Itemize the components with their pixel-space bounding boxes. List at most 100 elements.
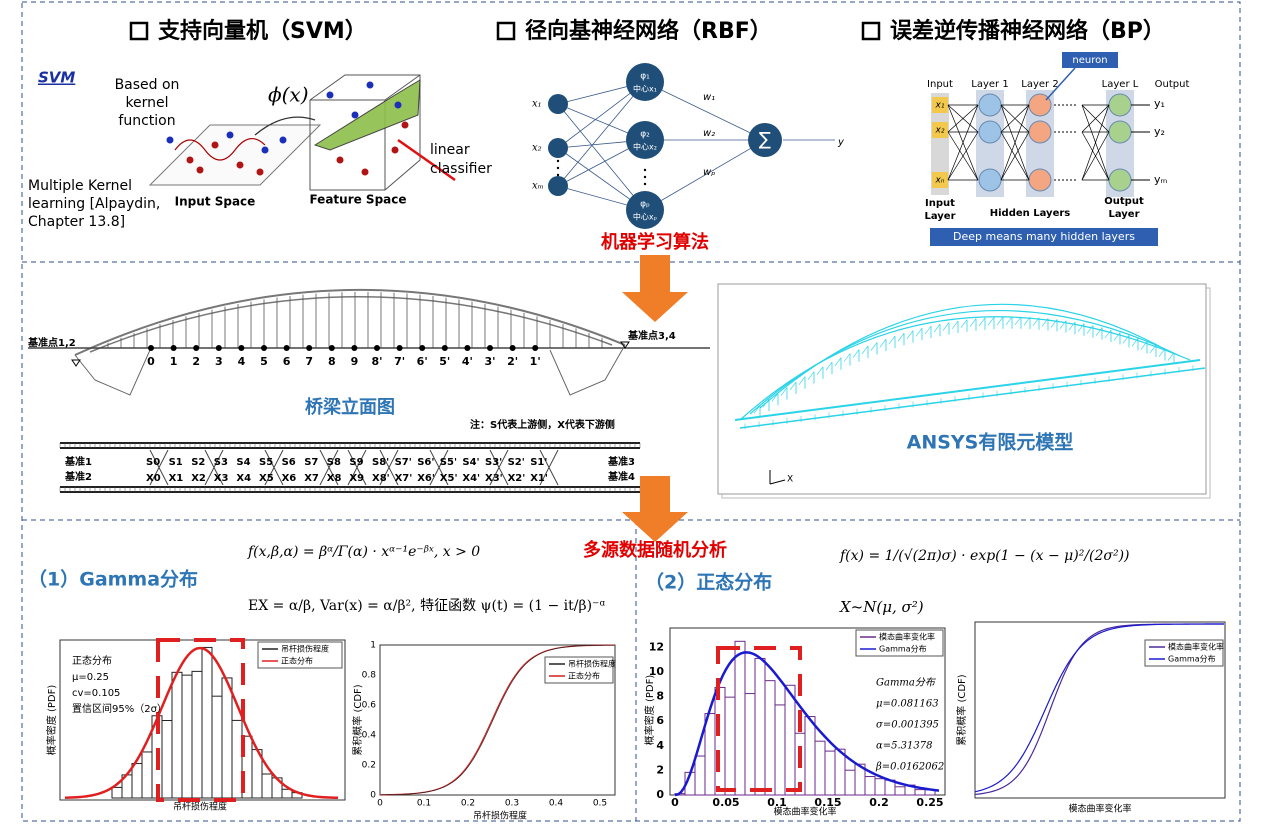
line [888,335,896,345]
line [807,371,815,380]
box [932,172,948,188]
label: f(x) = 1/(√(2π)σ) · exp(1 − (x − μ)²/(2σ… [839,548,1130,564]
line [1059,320,1067,329]
label: Input [927,79,953,90]
line [947,104,979,133]
label: 中心xₚ [633,212,657,222]
label: 累积概率 (CDF) [955,674,968,746]
label: X3' [485,473,503,484]
node [548,138,568,158]
label: X6 [282,473,297,484]
node [326,91,334,99]
node [261,146,269,154]
node [643,175,647,179]
line [780,387,788,396]
line [557,81,646,187]
curve [759,303,1171,409]
line [843,353,851,362]
node [166,136,174,144]
node [626,121,664,159]
label: 0.8 [362,671,377,681]
line [978,317,986,327]
label: 6 [656,714,664,727]
label: Gamma分布 [876,677,937,689]
node [170,345,177,351]
label: S3' [485,457,502,468]
label: Layer 1 [971,79,1008,90]
label: X7 [304,473,319,484]
label: μ=0.081163 [876,699,939,710]
label: S6' [417,457,434,468]
label: 8 [656,690,664,703]
label: 0.05 [712,796,739,809]
line [951,320,959,330]
node [532,345,539,351]
label: β=0.0162062 [875,762,944,773]
label: Layer [924,211,955,222]
curve [974,623,1225,793]
node [643,182,647,186]
label: yₘ [1154,173,1168,186]
checkbox [129,21,149,41]
label: 4 [238,355,246,368]
label: 注：S代表上游侧，X代表下游侧 [470,418,615,431]
label: 0.1 [417,799,431,809]
node [394,101,402,109]
label: linear [430,142,470,158]
label: y [837,137,845,148]
label: S4 [236,457,250,468]
line [870,342,878,351]
line [1081,131,1110,181]
line [204,449,224,486]
node [261,345,267,351]
label: Layer L [1102,79,1139,90]
node [643,168,647,172]
node [978,93,1002,117]
node [1108,93,1132,117]
label: x₁ [532,99,542,110]
node [279,136,287,144]
node [391,146,399,154]
curve [174,138,266,161]
label: x₁ [935,101,945,111]
label: 正态分布 [568,671,600,681]
line [379,449,399,486]
label: Input Space [175,195,256,209]
node [396,345,403,351]
line [789,381,797,391]
label: Output [1104,196,1144,207]
curve [254,116,316,136]
line [987,317,995,326]
label: X~N(μ, σ²) [839,598,924,616]
label: μ=0.25 [72,672,109,683]
label: x₂ [935,126,945,136]
label: X8 [327,473,342,484]
label: 基准4 [607,470,635,483]
box [1144,639,1224,667]
line [1000,104,1030,133]
label: 正态分布 [72,654,112,667]
node [226,131,234,139]
label: 4 [656,739,664,752]
label: 3' [484,355,495,368]
label: σ=0.001395 [876,720,939,731]
line [1113,332,1121,341]
node [548,176,568,196]
label: 0.6 [362,701,377,711]
box [930,228,1158,246]
label: 0.2 [362,761,376,771]
label: 吊杆损伤程度 [173,801,227,813]
label: 1 [370,641,376,651]
label: 中心x₁ [633,84,657,94]
label: learning [Alpaydin, [28,196,160,212]
node [1028,120,1052,144]
line [1041,318,1049,327]
line [1023,316,1031,326]
box [932,122,948,138]
label: （2）正态分布 [645,571,772,594]
label: neuron [1072,55,1107,66]
label: 7' [394,355,405,368]
label: S7 [304,457,318,468]
curve [380,644,616,796]
line [734,359,1201,421]
